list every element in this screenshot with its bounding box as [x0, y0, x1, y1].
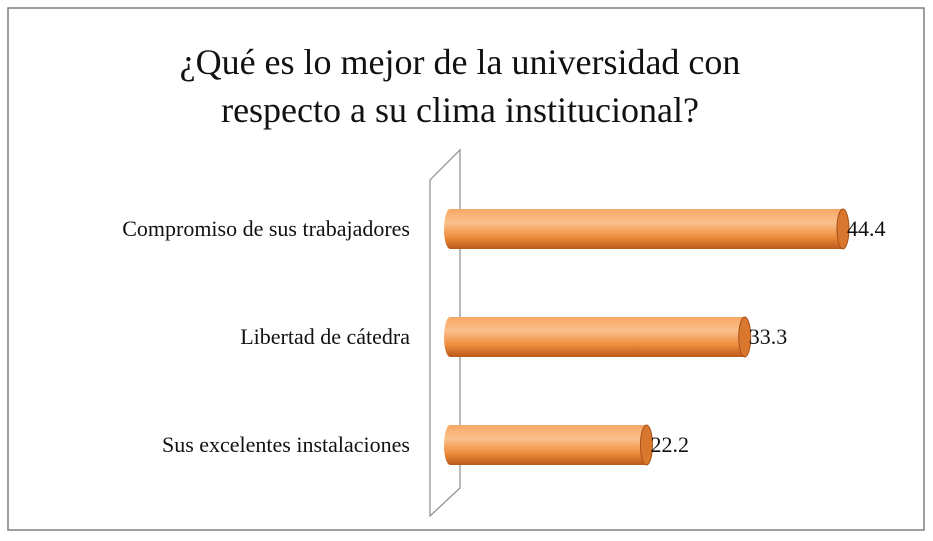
chart-title: ¿Qué es lo mejor de la universidad con r…: [179, 42, 741, 130]
value-label: 44.4: [847, 216, 886, 241]
bar-end-cap: [836, 208, 850, 250]
bar-end-cap: [639, 424, 653, 466]
bar-body: [450, 209, 843, 249]
plot-area: [444, 208, 850, 466]
bar-body: [450, 317, 745, 357]
category-label: Libertad de cátedra: [240, 324, 410, 349]
bar-end-cap: [738, 316, 752, 358]
category-label: Sus excelentes instalaciones: [162, 432, 410, 457]
bar: [444, 208, 850, 250]
bar-start-cap: [444, 317, 456, 357]
value-label: 33.3: [749, 324, 788, 349]
bar: [444, 316, 752, 358]
bar-start-cap: [444, 425, 456, 465]
value-label: 22.2: [650, 432, 689, 457]
category-label: Compromiso de sus trabajadores: [122, 216, 410, 241]
bar: [444, 424, 653, 466]
bar-body: [450, 425, 647, 465]
bar-start-cap: [444, 209, 456, 249]
